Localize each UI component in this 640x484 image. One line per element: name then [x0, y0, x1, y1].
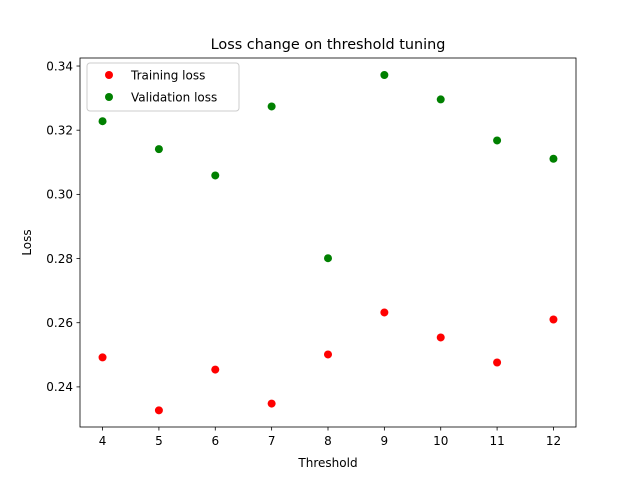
training-loss-point: [154, 406, 163, 415]
training-loss-point: [211, 365, 220, 374]
legend-label-validation-loss: Validation loss: [131, 91, 217, 105]
x-axis-ticks: 4 5 6 7 8 9 10 11 12: [99, 427, 561, 448]
legend: Training loss Validation loss: [86, 62, 240, 112]
y-tick-label: 0.32: [46, 123, 73, 137]
validation-loss-point: [211, 171, 220, 180]
y-axis-label: Loss: [20, 229, 34, 255]
x-tick-label: 11: [489, 434, 504, 448]
validation-loss-point: [380, 71, 389, 80]
training-loss-point: [436, 333, 445, 342]
x-tick-label: 9: [381, 434, 389, 448]
y-tick-label: 0.34: [46, 59, 73, 73]
y-axis-ticks: 0.24 0.26 0.28 0.30 0.32 0.34: [46, 59, 80, 394]
x-tick-label: 4: [99, 434, 107, 448]
y-tick-label: 0.24: [46, 380, 73, 394]
x-axis-label: Threshold: [297, 456, 357, 470]
training-loss-point: [549, 315, 558, 324]
validation-loss-point: [98, 117, 107, 126]
validation-loss-point: [324, 254, 332, 263]
data-points: [98, 71, 558, 415]
legend-label-training-loss: Training loss: [130, 69, 205, 83]
validation-loss-point: [154, 145, 163, 154]
x-tick-label: 5: [155, 434, 163, 448]
training-loss-point: [324, 350, 332, 359]
y-tick-label: 0.26: [46, 316, 73, 330]
chart-title: Loss change on threshold tuning: [211, 37, 446, 53]
training-loss-point: [493, 358, 502, 367]
validation-loss-point: [267, 102, 276, 111]
y-tick-label: 0.30: [46, 188, 73, 202]
x-tick-label: 10: [433, 434, 448, 448]
x-tick-label: 8: [324, 434, 332, 448]
x-tick-label: 6: [211, 434, 219, 448]
legend-box: [86, 62, 240, 112]
training-loss-point: [380, 308, 389, 317]
x-tick-label: 7: [268, 434, 276, 448]
validation-loss-point: [436, 95, 445, 104]
plot-area-frame: [79, 57, 577, 428]
y-tick-label: 0.28: [46, 252, 73, 266]
validation-loss-point: [549, 154, 558, 163]
x-tick-label: 12: [546, 434, 561, 448]
legend-marker-training-loss: [105, 71, 113, 79]
training-loss-point: [267, 399, 276, 408]
legend-marker-validation-loss: [105, 93, 113, 101]
validation-loss-point: [493, 136, 502, 145]
training-loss-point: [98, 353, 107, 362]
